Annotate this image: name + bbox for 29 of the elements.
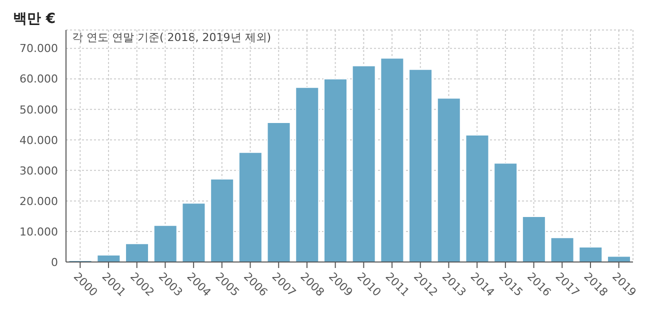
bar: [408, 68, 433, 262]
bar: [238, 152, 262, 262]
bar: [323, 78, 348, 262]
bar: [494, 162, 518, 262]
bar: [522, 216, 546, 262]
y-axis-title: 백만 €: [13, 10, 56, 28]
y-tick-label: 10.000: [20, 225, 58, 238]
y-tick-label: 30.000: [20, 164, 58, 178]
y-tick-label: 20.000: [20, 194, 58, 208]
bar: [578, 246, 603, 262]
bar: [380, 58, 404, 262]
bar: [465, 134, 490, 262]
bar: [182, 202, 206, 262]
annotation: 각 연도 연말 기준( 2018, 2019년 제외): [72, 30, 272, 45]
bar: [295, 86, 320, 262]
bar: [436, 98, 461, 262]
y-tick-label: 40.000: [20, 134, 58, 147]
y-tick-label: 0: [51, 256, 58, 269]
y-tick-label: 60.000: [20, 72, 58, 86]
bar: [210, 178, 234, 262]
bar: [125, 243, 150, 262]
bar: [606, 256, 631, 262]
bar: [352, 65, 376, 262]
bar: [153, 224, 178, 262]
y-tick-label: 50.000: [20, 103, 58, 116]
bar: [96, 254, 121, 262]
bar: [550, 237, 574, 262]
y-tick-label: 70.000: [20, 42, 58, 56]
bar: [266, 122, 291, 262]
